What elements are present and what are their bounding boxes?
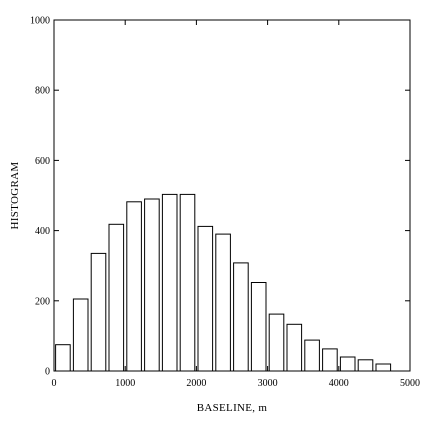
histogram-bar	[375, 363, 392, 372]
histogram-bar	[233, 262, 249, 372]
y-tick-label: 200	[35, 296, 50, 307]
histogram-bar	[215, 233, 231, 372]
x-tick-label: 0	[52, 378, 57, 389]
histogram-bar	[322, 348, 338, 372]
histogram-bar	[286, 323, 303, 372]
histogram-bar	[357, 359, 374, 372]
histogram-bar	[55, 344, 71, 372]
x-tick-label: 5000	[400, 378, 420, 389]
y-axis-label: HISTOGRAM	[9, 162, 21, 230]
x-axis-label: BASELINE, m	[197, 402, 268, 414]
histogram-bar	[268, 313, 285, 372]
x-tick-label: 3000	[258, 378, 278, 389]
histogram-bar	[179, 193, 196, 372]
histogram-bar	[126, 201, 142, 372]
y-tick-label: 400	[35, 226, 50, 237]
histogram-bar	[304, 339, 320, 372]
plot-frame	[53, 19, 411, 372]
y-tick-label: 0	[45, 367, 50, 378]
ticks-layer	[53, 19, 411, 372]
bars-layer	[55, 193, 392, 372]
x-tick-label: 1000	[115, 378, 135, 389]
histogram-bar	[90, 252, 107, 372]
histogram-bar	[72, 298, 89, 372]
histogram-bar	[144, 198, 160, 372]
y-tick-label: 1000	[30, 16, 50, 27]
histogram-bar	[161, 193, 178, 372]
histogram-bar	[197, 225, 214, 372]
x-tick-label: 2000	[186, 378, 206, 389]
x-tick-label: 4000	[329, 378, 349, 389]
histogram-bar	[108, 223, 125, 372]
y-tick-label: 800	[35, 86, 50, 97]
tick-labels-layer: 0 1000 2000 3000 4000 5000 0 200 400 600 800 1000	[30, 16, 420, 390]
y-tick-label: 600	[35, 156, 50, 167]
histogram-bar	[339, 356, 356, 372]
histogram-bar	[250, 282, 267, 372]
